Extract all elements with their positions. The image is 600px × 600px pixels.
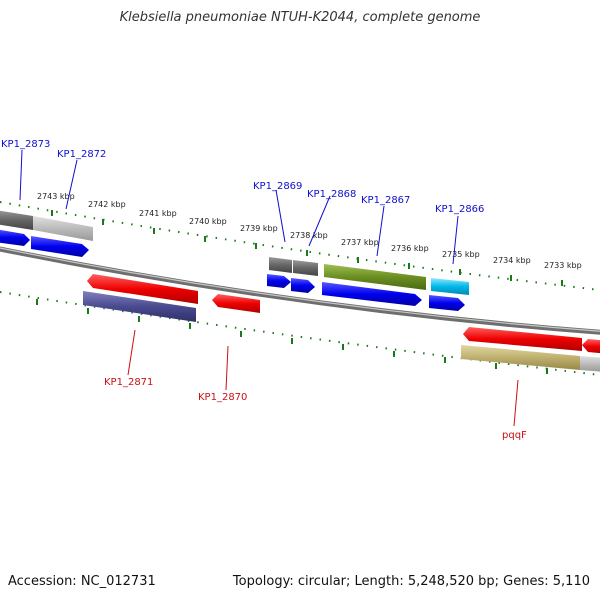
accession-text: Accession: NC_012731 xyxy=(8,574,156,589)
tick-label: 2735 kbp xyxy=(442,250,480,259)
gene-arrow xyxy=(582,339,600,354)
feature-box xyxy=(461,345,580,370)
gene-label: KP1_2870 xyxy=(198,392,247,403)
genome-backbone xyxy=(0,246,600,335)
tick-label: 2733 kbp xyxy=(544,261,582,270)
gene-arrow xyxy=(0,229,30,246)
gene-arrow xyxy=(87,274,198,304)
feature-box xyxy=(324,264,426,290)
lower-feature-track xyxy=(83,291,600,372)
gene-label: KP1_2868 xyxy=(307,189,356,200)
gene-label: KP1_2867 xyxy=(361,195,410,206)
tick-label: 2741 kbp xyxy=(139,209,177,218)
tick-label: 2738 kbp xyxy=(290,231,328,240)
tick-label: 2743 kbp xyxy=(37,192,75,201)
gene-label: pqqF xyxy=(502,430,527,441)
feature-box xyxy=(431,278,469,295)
gene-arrow xyxy=(267,274,291,288)
gene-labels: KP1_2873 KP1_2872 KP1_2869 KP1_2868 KP1_… xyxy=(1,139,527,441)
feature-box xyxy=(0,210,33,230)
gene-arrow xyxy=(291,278,315,293)
gene-label: KP1_2872 xyxy=(57,149,106,160)
feature-box xyxy=(269,257,292,273)
tick-label: 2736 kbp xyxy=(391,244,429,253)
forward-strand-genes xyxy=(0,229,465,311)
reverse-strand-genes xyxy=(87,274,600,354)
gene-arrow xyxy=(31,236,89,257)
tick-label: 2734 kbp xyxy=(493,256,531,265)
feature-box xyxy=(293,260,318,276)
gene-arrow xyxy=(212,294,260,313)
upper-feature-track xyxy=(0,210,469,295)
label-leaders xyxy=(19,149,519,427)
tick-label: 2740 kbp xyxy=(189,217,227,226)
gene-label: KP1_2873 xyxy=(1,139,50,150)
genome-title: Klebsiella pneumoniae NTUH-K2044, comple… xyxy=(119,10,481,25)
upper-tick-track xyxy=(0,201,600,291)
topology-text: Topology: circular; Length: 5,248,520 bp… xyxy=(232,574,590,589)
feature-box xyxy=(83,291,196,322)
gene-label: KP1_2866 xyxy=(435,204,484,215)
gene-label: KP1_2869 xyxy=(253,181,302,192)
tick-label: 2737 kbp xyxy=(341,238,379,247)
tick-label: 2739 kbp xyxy=(240,224,278,233)
gene-arrow xyxy=(463,327,582,351)
gene-arrow xyxy=(429,295,465,311)
lower-tick-track xyxy=(0,291,600,376)
tick-label: 2742 kbp xyxy=(88,200,126,209)
feature-box xyxy=(580,356,600,372)
gene-label: KP1_2871 xyxy=(104,377,153,388)
tick-labels: 2743 kbp 2742 kbp 2741 kbp 2740 kbp 2739… xyxy=(37,192,582,270)
gene-arrow xyxy=(322,282,422,306)
feature-box xyxy=(33,216,93,241)
